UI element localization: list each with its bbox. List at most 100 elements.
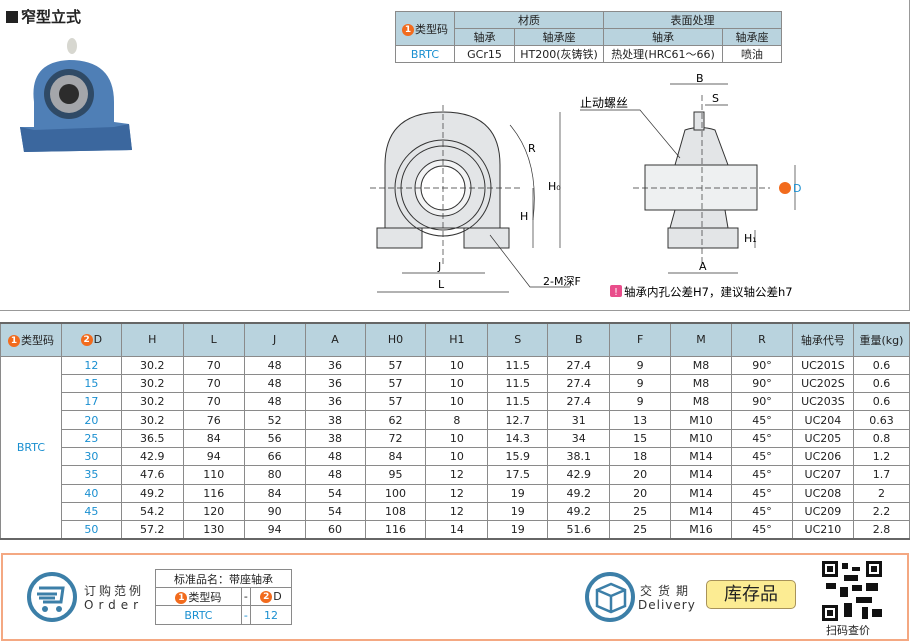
table-cell: 17: [60, 392, 122, 412]
table-cell: 94: [243, 520, 306, 540]
table-cell: 15: [60, 373, 122, 394]
table-cell: 66: [243, 446, 306, 467]
table-cell: 27.4: [547, 392, 611, 412]
table-cell: 36: [304, 392, 366, 412]
table-cell: 9: [609, 392, 672, 412]
table-cell: 15.9: [487, 446, 549, 467]
table-cell: 95: [364, 465, 427, 485]
table-cell: 36: [304, 355, 366, 375]
table-cell: 72: [364, 428, 427, 448]
table-cell: 18: [609, 446, 672, 467]
column-header: F: [609, 322, 672, 357]
table-cell: 2.8: [852, 520, 910, 540]
svg-text:J: J: [437, 260, 441, 273]
table-cell: 54: [304, 483, 366, 503]
table-cell: 100: [364, 483, 427, 503]
column-header: R: [731, 322, 793, 357]
table-row: 25 36.5 84 56 38 72 10 14.3 34 15 M10 45° UC205 0.8: [1, 428, 910, 448]
table-cell: 9: [609, 373, 672, 394]
table-cell: UC203S: [791, 392, 854, 412]
type-cell: BRTC: [0, 355, 62, 540]
table-cell: 20: [60, 410, 122, 430]
table-cell: 48: [304, 446, 366, 467]
table-cell: 10: [425, 428, 489, 448]
spec-table: 1 类型码 材质 表面处理 轴承 轴承座 轴承 轴承座 BRTC GCr15 HT…: [395, 11, 782, 63]
table-cell: M10: [670, 410, 733, 430]
svg-text:B: B: [696, 72, 704, 85]
table-cell: 1.7: [852, 465, 910, 485]
table-cell: 12: [60, 355, 122, 375]
table-cell: 25: [609, 520, 672, 540]
table-cell: 17.5: [487, 465, 549, 485]
square-icon: [6, 10, 18, 23]
table-cell: 45°: [731, 446, 793, 467]
table-cell: 11.5: [487, 355, 549, 375]
column-header: B: [547, 322, 611, 357]
table-row: 17 30.2 70 48 36 57 10 11.5 27.4 9 M8 90° UC203S 0.6: [1, 392, 910, 412]
table-cell: 50: [60, 520, 122, 540]
column-header: 1 类型码: [0, 322, 62, 357]
table-cell: UC206: [791, 446, 854, 467]
box-icon: [585, 572, 635, 622]
table-row: 20 30.2 76 52 38 62 8 12.7 31 13 M10 45° UC204 0.63: [1, 410, 910, 430]
table-row: 30 42.9 94 66 48 84 10 15.9 38.1 18 M14 45° UC206 1.2: [1, 446, 910, 467]
table-cell: 1.2: [852, 446, 910, 467]
table-cell: 70: [182, 392, 245, 412]
table-cell: 20: [609, 465, 672, 485]
table-cell: UC207: [791, 465, 854, 485]
page-title: 窄型立式: [6, 6, 81, 27]
badge-1-icon: 1: [402, 23, 414, 36]
table-cell: 31: [547, 410, 611, 430]
table-cell: 120: [182, 501, 245, 522]
table-cell: 38: [304, 410, 366, 430]
table-cell: 12: [425, 501, 489, 522]
svg-text:H₁: H₁: [744, 232, 757, 245]
column-header: J: [243, 322, 306, 357]
table-cell: 110: [182, 465, 245, 485]
table-row: BRTC 12 30.2 70 48 36 57 10 11.5 27.4 9 M8 90° UC201S…: [0, 355, 910, 540]
table-cell: 45°: [731, 501, 793, 522]
table-cell: 57.2: [120, 520, 184, 540]
table-cell: 19: [487, 483, 549, 503]
table-cell: 15: [609, 428, 672, 448]
badge-icon: 1: [7, 334, 20, 347]
table-row: 40 49.2 116 84 54 100 12 19 49.2 20 M14 45° UC208 2: [1, 483, 910, 503]
svg-text:R: R: [528, 142, 536, 155]
table-cell: M14: [670, 501, 733, 522]
svg-text:H₀: H₀: [548, 180, 561, 193]
table-cell: 19: [487, 501, 549, 522]
table-cell: 76: [182, 410, 245, 430]
table-cell: 90: [243, 501, 306, 522]
table-cell: 54: [304, 501, 366, 522]
table-cell: 0.6: [852, 355, 910, 375]
table-cell: 42.9: [547, 465, 611, 485]
column-header: 重量(kg): [852, 322, 910, 357]
column-header: H: [120, 322, 184, 357]
table-cell: M14: [670, 465, 733, 485]
table-cell: 84: [243, 483, 306, 503]
table-cell: 70: [182, 355, 245, 375]
table-cell: M8: [670, 392, 733, 412]
table-cell: 30.2: [120, 392, 184, 412]
table-cell: 2: [852, 483, 910, 503]
table-cell: UC201S: [791, 355, 854, 375]
table-cell: 38.1: [547, 446, 611, 467]
cart-icon: [27, 572, 77, 622]
table-cell: 40: [60, 483, 122, 503]
table-cell: 90°: [731, 355, 793, 375]
column-header: H0: [364, 322, 427, 357]
table-cell: UC209: [791, 501, 854, 522]
qr-code-icon[interactable]: [822, 561, 882, 621]
table-cell: 10: [425, 446, 489, 467]
table-cell: 49.2: [547, 501, 611, 522]
table-cell: 48: [243, 373, 306, 394]
table-cell: 25: [60, 428, 122, 448]
dimension-table: 1 类型码 2 D H L J A H0 H1 S B F M R 轴承代号 重量(kg) BRTC 12 30.2…: [0, 322, 910, 540]
table-cell: 36: [304, 373, 366, 394]
table-cell: 9: [609, 355, 672, 375]
table-cell: UC208: [791, 483, 854, 503]
table-cell: 70: [182, 373, 245, 394]
table-cell: 10: [425, 355, 489, 375]
table-cell: 45°: [731, 465, 793, 485]
svg-text:轴承内孔公差H7，建议轴公差h7: 轴承内孔公差H7，建议轴公差h7: [624, 285, 793, 299]
